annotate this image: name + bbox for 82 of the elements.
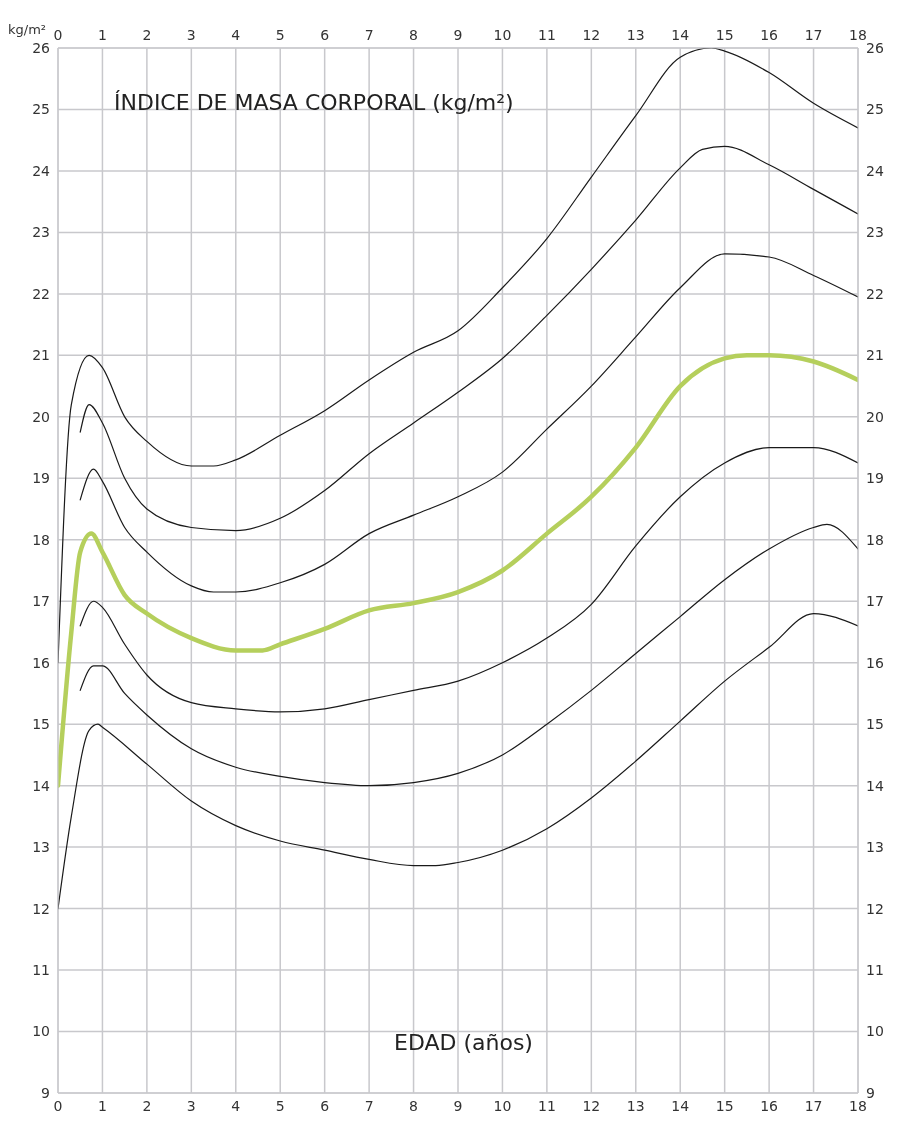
y-tick-label: 23	[32, 224, 50, 241]
x2-tick-label: 4	[231, 27, 241, 43]
y2-tick-label: 12	[866, 900, 884, 917]
y2-tick-label: 18	[866, 531, 884, 548]
x2-tick-label: 14	[671, 27, 690, 43]
y-tick-label: 10	[32, 1023, 50, 1040]
x2-tick-label: 2	[142, 27, 152, 43]
x2-tick-label: 9	[453, 27, 463, 43]
y2-tick-label: 20	[866, 408, 884, 425]
y2-tick-label: 22	[866, 285, 884, 302]
y2-tick-label: 13	[866, 839, 884, 856]
y2-tick-label: 16	[866, 654, 884, 671]
x2-tick-label: 8	[409, 27, 419, 43]
y-tick-label: 22	[32, 285, 50, 302]
y-tick-label: 26	[32, 39, 51, 56]
y2-tick-label: 14	[866, 777, 884, 794]
x-tick-label: 7	[364, 1097, 374, 1114]
x-tick-label: 15	[715, 1097, 734, 1114]
y-tick-label: 19	[32, 470, 50, 487]
line-series	[79, 145, 858, 532]
x-tick-label: 18	[849, 1097, 867, 1114]
x-tick-label: 16	[760, 1097, 779, 1114]
line-series	[79, 253, 858, 593]
y2-tick-label: 26	[866, 39, 884, 56]
y-tick-label: 16	[32, 654, 51, 671]
x2-tick-label: 11	[537, 27, 556, 43]
y2-tick-label: 24	[866, 162, 884, 179]
y2-tick-label: 21	[866, 347, 884, 364]
y2-tick-label: 10	[866, 1023, 884, 1040]
x2-tick-label: 16	[760, 27, 779, 43]
y-axis-title: kg/m²	[8, 22, 47, 37]
y2-tick-label: 25	[866, 101, 884, 118]
y-tick-label: 11	[32, 962, 50, 979]
y-tick-label: 15	[32, 716, 50, 733]
x2-tick-label: 18	[849, 27, 867, 43]
x2-tick-label: 3	[186, 27, 196, 43]
y-tick-label: 25	[32, 101, 50, 118]
x-tick-label: 4	[231, 1097, 241, 1114]
x-tick-label: 17	[804, 1097, 823, 1114]
x-tick-label: 6	[320, 1097, 330, 1114]
x-tick-label: 9	[453, 1097, 463, 1114]
x-tick-label: 13	[626, 1097, 645, 1114]
y-tick-label: 14	[32, 777, 51, 794]
x2-tick-label: 1	[97, 27, 107, 43]
y2-tick-label: 9	[866, 1084, 875, 1101]
x-tick-label: 10	[493, 1097, 512, 1114]
text: ÍNDICE DE MASA CORPORAL (kg/m²)	[114, 89, 514, 115]
x-tick-label: 3	[186, 1097, 196, 1114]
x-tick-label: 14	[671, 1097, 690, 1114]
line-series	[79, 446, 858, 713]
x-tick-label: 12	[582, 1097, 601, 1114]
y2-tick-label: 19	[866, 470, 884, 487]
y-tick-label: 13	[32, 839, 50, 856]
x2-tick-label: 15	[715, 27, 734, 43]
line-series	[79, 523, 858, 787]
x2-tick-label: 0	[53, 27, 63, 43]
x2-tick-label: 12	[582, 27, 601, 43]
y-tick-label: 18	[32, 531, 50, 548]
y2-tick-label: 23	[866, 224, 884, 241]
y-tick-label: 17	[32, 593, 50, 610]
x2-tick-label: 13	[626, 27, 645, 43]
line-series	[58, 353, 858, 788]
x2-tick-label: 5	[275, 27, 285, 43]
y-tick-label: 20	[32, 408, 50, 425]
y-tick-label: 12	[32, 900, 50, 917]
x2-tick-label: 6	[320, 27, 330, 43]
y-tick-label: 24	[32, 162, 51, 179]
y-tick-label: 9	[41, 1084, 50, 1101]
x2-tick-label: 7	[364, 27, 374, 43]
x-axis-title: EDAD (años)	[394, 1030, 533, 1056]
y2-tick-label: 15	[866, 716, 884, 733]
x-tick-label: 2	[142, 1097, 152, 1114]
x-tick-label: 0	[53, 1097, 63, 1114]
x-tick-label: 11	[537, 1097, 556, 1114]
x-tick-label: 1	[97, 1097, 107, 1114]
x2-tick-label: 17	[804, 27, 823, 43]
y2-tick-label: 11	[866, 962, 884, 979]
y2-tick-label: 17	[866, 593, 884, 610]
y-tick-label: 21	[32, 347, 50, 364]
x-tick-label: 5	[275, 1097, 285, 1114]
x-tick-label: 8	[409, 1097, 419, 1114]
x2-tick-label: 10	[493, 27, 512, 43]
